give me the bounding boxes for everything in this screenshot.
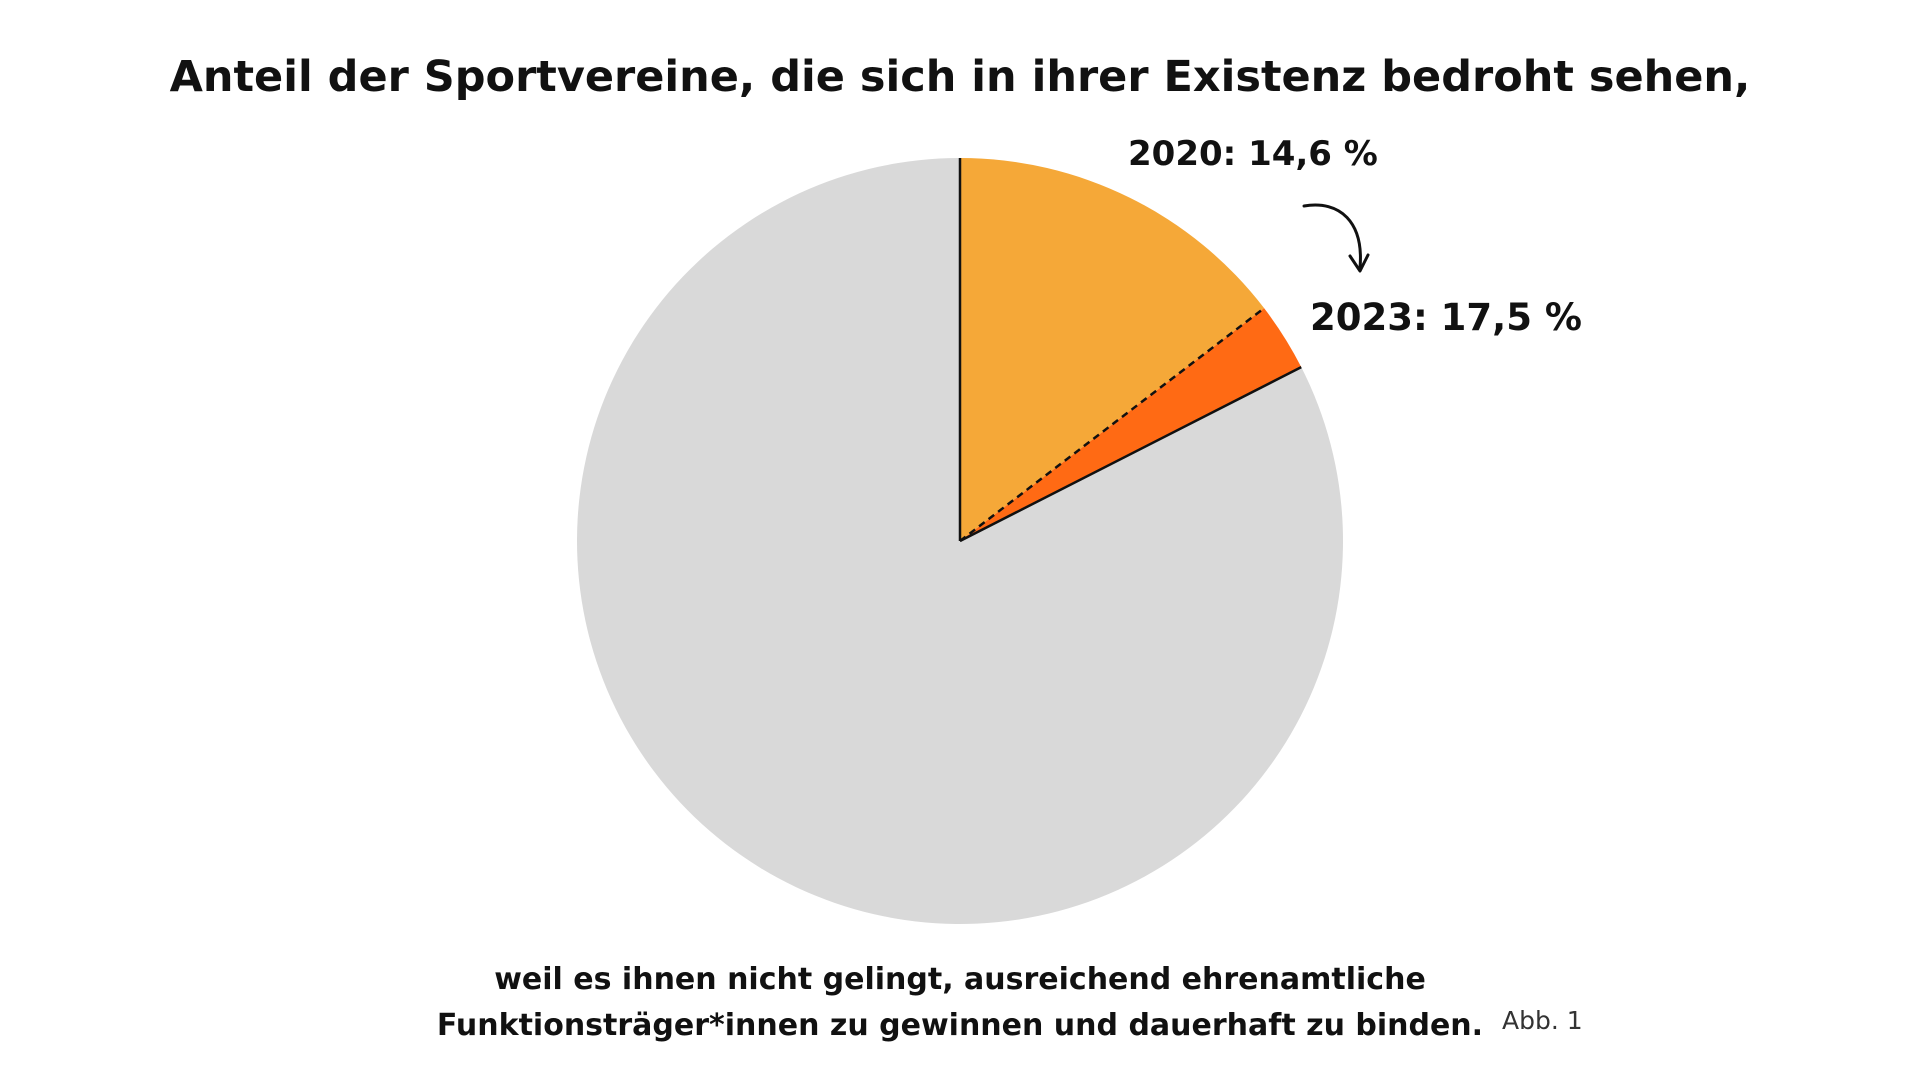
label-2023-value: 2023: 17,5 % <box>1310 296 1582 339</box>
chart-title: Anteil der Sportvereine, die sich in ihr… <box>169 52 1751 102</box>
curved-arrow-icon <box>1302 203 1370 273</box>
pie-slice-2020 <box>960 158 1265 541</box>
caption-line-1: weil es ihnen nicht gelingt, ausreichend… <box>494 962 1426 997</box>
slice-border-2020-dashed <box>959 307 1265 542</box>
pie-slice-increase-2023 <box>960 308 1302 541</box>
figure-label: Abb. 1 <box>1502 1006 1583 1035</box>
caption-line-2: Funktionsträger*innen zu gewinnen und da… <box>436 1008 1484 1043</box>
slice-border-2023 <box>959 366 1302 543</box>
label-2020-value: 2020: 14,6 % <box>1128 134 1378 174</box>
